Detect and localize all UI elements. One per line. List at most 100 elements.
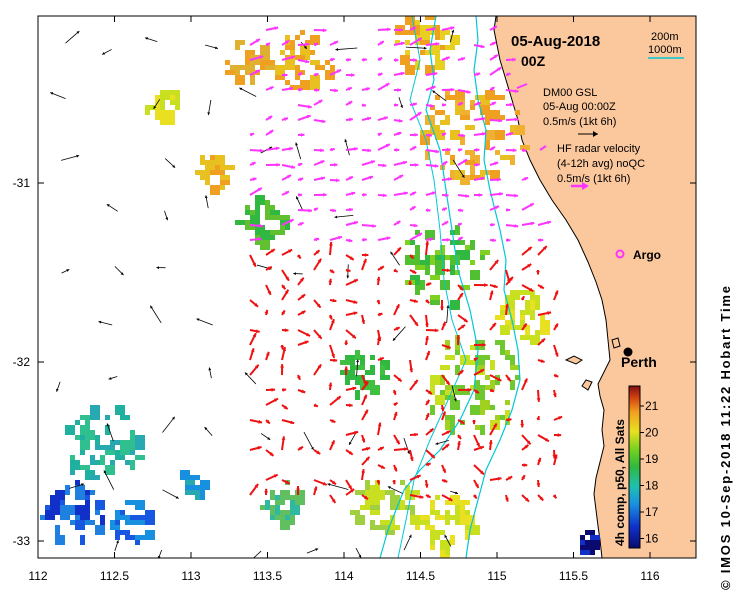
current-vector-head [254, 364, 259, 369]
sst-pixel [300, 80, 310, 90]
current-vector-head [444, 221, 449, 225]
current-vector-head [331, 480, 336, 485]
sst-pixel [425, 65, 430, 75]
current-vector-head [315, 250, 320, 254]
current-vector-head [332, 208, 337, 213]
current-vector [403, 534, 412, 551]
sst-pixel [50, 505, 60, 515]
sst-pixel [270, 490, 275, 500]
current-vector-head [314, 42, 319, 47]
current-vector-head [530, 221, 535, 226]
sst-pixel [135, 440, 145, 450]
current-vector-head [330, 147, 335, 152]
current-vector-head [379, 357, 384, 361]
map-date: 05-Aug-2018 [511, 33, 600, 50]
current-vector-head [459, 293, 463, 298]
sst-pixel [345, 370, 355, 380]
current-vector-head [354, 430, 359, 435]
sst-pixel [480, 425, 485, 435]
current-vector-head [349, 117, 353, 122]
model-scale: 0.5m/s (1kt 6h) [543, 116, 616, 128]
current-vector-head [283, 405, 288, 410]
current-vector-head [490, 87, 495, 91]
current-vector-head [444, 534, 448, 538]
current-vector-head [379, 41, 384, 45]
sst-pixel [120, 530, 130, 535]
sst-pixel [285, 495, 295, 500]
current-vector-head [282, 388, 287, 392]
current-vector-head [271, 387, 276, 392]
current-vector-head [322, 28, 327, 33]
sst-pixel [520, 145, 530, 150]
sst-pixel [355, 350, 360, 355]
sst-pixel [425, 230, 435, 240]
current-vector-head [408, 534, 412, 538]
current-vector-head [350, 489, 355, 493]
current-vector-head [333, 162, 338, 167]
sst-pixel [425, 150, 430, 160]
sst-pixel [520, 290, 525, 295]
current-vector-head [348, 238, 353, 243]
sst-pixel [540, 320, 550, 325]
copyright-caption: © IMOS 10-Sep-2018 11:22 Hobart Time [718, 286, 733, 590]
sst-pixel [520, 315, 525, 320]
sst-pixel [495, 375, 500, 385]
sst-pixel [455, 365, 460, 375]
current-vector-head [478, 193, 483, 197]
sst-pixel [430, 45, 435, 55]
sst-pixel [115, 455, 125, 460]
sst-pixel [300, 70, 305, 75]
sst-pixel [135, 535, 145, 540]
sst-pixel [400, 480, 405, 485]
current-vector-head [494, 260, 499, 264]
current-vector-head [349, 441, 352, 445]
current-vector-head [358, 554, 362, 558]
current-vector-head [305, 59, 310, 64]
current-vector-head [208, 367, 212, 371]
current-vector-head [307, 104, 312, 109]
current-vector-head [254, 484, 259, 488]
sst-pixel [475, 425, 480, 430]
current-vector-head [317, 258, 322, 263]
sst-pixel [435, 95, 440, 100]
sst-pixel [485, 130, 495, 140]
current-vector-head [76, 154, 80, 158]
current-vector-head [455, 491, 458, 495]
current-vector-head [269, 452, 274, 456]
sst-pixel [500, 325, 510, 335]
current-vector-head [348, 101, 353, 105]
current-vector-head [300, 132, 305, 137]
current-vector-head [291, 165, 296, 169]
current-vector-head [520, 296, 525, 301]
sst-pixel [455, 270, 460, 275]
current-vector-head [344, 139, 348, 143]
current-vector-head [394, 58, 399, 62]
current-vector-head [412, 269, 417, 274]
current-vector-head [304, 45, 307, 49]
current-vector-head [425, 241, 430, 245]
current-vector-head [361, 469, 366, 473]
current-vector-head [255, 329, 260, 334]
sst-pixel [305, 45, 310, 50]
current-vector-head [425, 323, 429, 328]
sst-pixel [435, 130, 445, 140]
sst-pixel [355, 390, 360, 400]
sst-pixel [450, 240, 460, 245]
current-vector-head [544, 437, 549, 442]
sst-pixel [405, 260, 410, 265]
sst-pixel [75, 435, 80, 440]
sst-pixel [55, 525, 60, 530]
current-vector [344, 139, 350, 156]
sst-pixel [450, 130, 460, 140]
sst-pixel [260, 195, 265, 205]
current-vector [303, 431, 314, 451]
sst-pixel [360, 380, 365, 390]
sst-pixel [485, 375, 490, 380]
sst-pixel [245, 210, 250, 215]
sst-pixel [165, 90, 175, 95]
current-vector-head [266, 42, 271, 47]
current-vector-head [214, 46, 218, 50]
sst-pixel [375, 480, 380, 490]
sst-pixel [120, 440, 130, 450]
sst-pixel [45, 505, 50, 510]
